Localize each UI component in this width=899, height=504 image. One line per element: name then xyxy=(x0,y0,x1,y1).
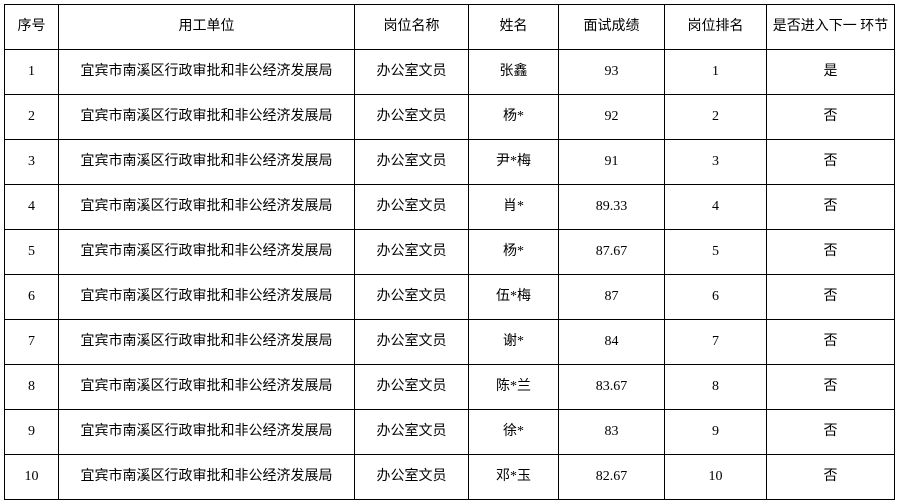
cell-seq: 8 xyxy=(5,365,59,410)
cell-name: 谢* xyxy=(469,320,559,365)
cell-unit: 宜宾市南溪区行政审批和非公经济发展局 xyxy=(59,185,355,230)
table-header-row: 序号 用工单位 岗位名称 姓名 面试成绩 岗位排名 是否进入下一 环节 xyxy=(5,5,895,50)
cell-seq: 4 xyxy=(5,185,59,230)
cell-name: 杨* xyxy=(469,95,559,140)
cell-unit: 宜宾市南溪区行政审批和非公经济发展局 xyxy=(59,140,355,185)
cell-seq: 9 xyxy=(5,410,59,455)
cell-score: 91 xyxy=(559,140,665,185)
cell-name: 徐* xyxy=(469,410,559,455)
cell-rank: 4 xyxy=(665,185,767,230)
cell-next: 否 xyxy=(767,455,895,500)
cell-pos: 办公室文员 xyxy=(355,320,469,365)
cell-seq: 3 xyxy=(5,140,59,185)
cell-score: 92 xyxy=(559,95,665,140)
cell-rank: 10 xyxy=(665,455,767,500)
cell-seq: 1 xyxy=(5,50,59,95)
cell-score: 93 xyxy=(559,50,665,95)
cell-pos: 办公室文员 xyxy=(355,365,469,410)
col-header-next: 是否进入下一 环节 xyxy=(767,5,895,50)
table-body: 1宜宾市南溪区行政审批和非公经济发展局办公室文员张鑫931是2宜宾市南溪区行政审… xyxy=(5,50,895,500)
cell-score: 82.67 xyxy=(559,455,665,500)
cell-name: 陈*兰 xyxy=(469,365,559,410)
cell-name: 邓*玉 xyxy=(469,455,559,500)
table-row: 6宜宾市南溪区行政审批和非公经济发展局办公室文员伍*梅876否 xyxy=(5,275,895,320)
cell-rank: 2 xyxy=(665,95,767,140)
cell-name: 伍*梅 xyxy=(469,275,559,320)
cell-name: 张鑫 xyxy=(469,50,559,95)
cell-unit: 宜宾市南溪区行政审批和非公经济发展局 xyxy=(59,320,355,365)
cell-seq: 10 xyxy=(5,455,59,500)
table-row: 10宜宾市南溪区行政审批和非公经济发展局办公室文员邓*玉82.6710否 xyxy=(5,455,895,500)
cell-pos: 办公室文员 xyxy=(355,275,469,320)
cell-rank: 6 xyxy=(665,275,767,320)
cell-rank: 1 xyxy=(665,50,767,95)
cell-pos: 办公室文员 xyxy=(355,95,469,140)
cell-rank: 5 xyxy=(665,230,767,275)
cell-score: 83 xyxy=(559,410,665,455)
cell-seq: 7 xyxy=(5,320,59,365)
cell-next: 是 xyxy=(767,50,895,95)
table-row: 9宜宾市南溪区行政审批和非公经济发展局办公室文员徐*839否 xyxy=(5,410,895,455)
cell-seq: 6 xyxy=(5,275,59,320)
cell-name: 尹*梅 xyxy=(469,140,559,185)
cell-unit: 宜宾市南溪区行政审批和非公经济发展局 xyxy=(59,365,355,410)
cell-score: 83.67 xyxy=(559,365,665,410)
table-row: 2宜宾市南溪区行政审批和非公经济发展局办公室文员杨*922否 xyxy=(5,95,895,140)
cell-score: 87.67 xyxy=(559,230,665,275)
cell-rank: 9 xyxy=(665,410,767,455)
cell-unit: 宜宾市南溪区行政审批和非公经济发展局 xyxy=(59,95,355,140)
table-row: 5宜宾市南溪区行政审批和非公经济发展局办公室文员杨*87.675否 xyxy=(5,230,895,275)
cell-next: 否 xyxy=(767,95,895,140)
cell-seq: 2 xyxy=(5,95,59,140)
cell-next: 否 xyxy=(767,185,895,230)
cell-rank: 7 xyxy=(665,320,767,365)
cell-seq: 5 xyxy=(5,230,59,275)
cell-pos: 办公室文员 xyxy=(355,230,469,275)
cell-score: 89.33 xyxy=(559,185,665,230)
cell-pos: 办公室文员 xyxy=(355,50,469,95)
cell-next: 否 xyxy=(767,230,895,275)
cell-next: 否 xyxy=(767,410,895,455)
table-row: 3宜宾市南溪区行政审批和非公经济发展局办公室文员尹*梅913否 xyxy=(5,140,895,185)
cell-unit: 宜宾市南溪区行政审批和非公经济发展局 xyxy=(59,455,355,500)
cell-pos: 办公室文员 xyxy=(355,140,469,185)
cell-rank: 3 xyxy=(665,140,767,185)
col-header-rank: 岗位排名 xyxy=(665,5,767,50)
table-row: 4宜宾市南溪区行政审批和非公经济发展局办公室文员肖*89.334否 xyxy=(5,185,895,230)
table-row: 7宜宾市南溪区行政审批和非公经济发展局办公室文员谢*847否 xyxy=(5,320,895,365)
cell-rank: 8 xyxy=(665,365,767,410)
table-row: 1宜宾市南溪区行政审批和非公经济发展局办公室文员张鑫931是 xyxy=(5,50,895,95)
col-header-seq: 序号 xyxy=(5,5,59,50)
cell-next: 否 xyxy=(767,365,895,410)
cell-name: 肖* xyxy=(469,185,559,230)
cell-unit: 宜宾市南溪区行政审批和非公经济发展局 xyxy=(59,230,355,275)
cell-next: 否 xyxy=(767,320,895,365)
cell-next: 否 xyxy=(767,140,895,185)
cell-next: 否 xyxy=(767,275,895,320)
cell-unit: 宜宾市南溪区行政审批和非公经济发展局 xyxy=(59,410,355,455)
table-row: 8宜宾市南溪区行政审批和非公经济发展局办公室文员陈*兰83.678否 xyxy=(5,365,895,410)
cell-unit: 宜宾市南溪区行政审批和非公经济发展局 xyxy=(59,275,355,320)
col-header-name: 姓名 xyxy=(469,5,559,50)
cell-score: 84 xyxy=(559,320,665,365)
col-header-pos: 岗位名称 xyxy=(355,5,469,50)
cell-pos: 办公室文员 xyxy=(355,410,469,455)
col-header-unit: 用工单位 xyxy=(59,5,355,50)
cell-pos: 办公室文员 xyxy=(355,455,469,500)
cell-pos: 办公室文员 xyxy=(355,185,469,230)
col-header-score: 面试成绩 xyxy=(559,5,665,50)
cell-score: 87 xyxy=(559,275,665,320)
results-table: 序号 用工单位 岗位名称 姓名 面试成绩 岗位排名 是否进入下一 环节 1宜宾市… xyxy=(4,4,895,500)
cell-name: 杨* xyxy=(469,230,559,275)
cell-unit: 宜宾市南溪区行政审批和非公经济发展局 xyxy=(59,50,355,95)
